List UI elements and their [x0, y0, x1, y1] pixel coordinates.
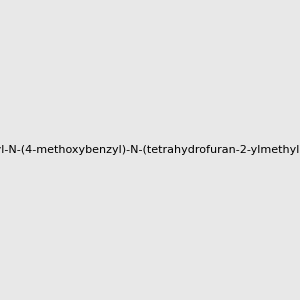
Text: N'-cyclopentyl-N-(4-methoxybenzyl)-N-(tetrahydrofuran-2-ylmethyl)succinamide: N'-cyclopentyl-N-(4-methoxybenzyl)-N-(te…	[0, 145, 300, 155]
